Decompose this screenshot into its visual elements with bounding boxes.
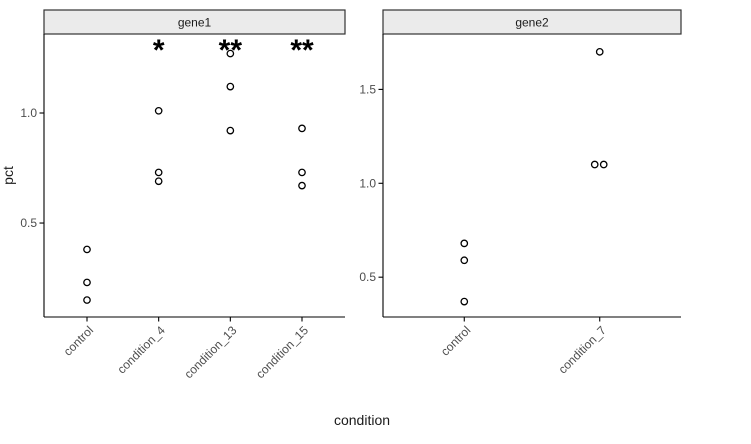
facet-strip bbox=[43, 9, 346, 35]
data-point bbox=[595, 47, 604, 56]
significance-stars: * bbox=[153, 34, 165, 67]
data-point bbox=[460, 297, 469, 306]
data-point bbox=[154, 106, 163, 115]
x-axis-title: condition bbox=[334, 412, 390, 428]
significance-stars: ** bbox=[219, 34, 243, 67]
facet-strip bbox=[382, 9, 682, 35]
y-tick-label: 1.0 bbox=[20, 106, 37, 120]
y-tick-label: 1.5 bbox=[359, 82, 376, 96]
data-point bbox=[83, 245, 91, 254]
y-tick-label: 0.5 bbox=[359, 270, 376, 284]
data-point bbox=[298, 168, 306, 177]
data-point bbox=[298, 181, 306, 190]
data-point bbox=[599, 160, 608, 169]
facet-strip-label: gene2 bbox=[515, 16, 549, 30]
x-tick-label: condition_4 bbox=[114, 323, 168, 377]
y-axis-title: pct bbox=[0, 166, 16, 185]
data-point bbox=[83, 296, 91, 304]
data-point bbox=[226, 82, 235, 91]
significance-stars: ** bbox=[290, 34, 314, 67]
x-tick-label: condition_13 bbox=[181, 323, 239, 381]
data-point bbox=[460, 239, 469, 248]
y-tick-label: 0.5 bbox=[20, 216, 37, 230]
data-point bbox=[154, 177, 163, 186]
y-tick-label: 1.0 bbox=[359, 176, 376, 190]
data-point bbox=[590, 160, 599, 169]
data-point bbox=[154, 168, 163, 177]
data-point bbox=[226, 49, 235, 58]
x-tick-label: condition_15 bbox=[253, 323, 311, 381]
x-tick-label: control bbox=[438, 323, 473, 358]
x-tick-label: control bbox=[61, 323, 96, 358]
facet-strip-label: gene1 bbox=[178, 16, 212, 30]
data-point bbox=[226, 126, 235, 135]
data-point bbox=[298, 124, 306, 133]
x-tick-label: condition_7 bbox=[556, 323, 610, 377]
data-point bbox=[460, 256, 469, 265]
data-point bbox=[83, 278, 91, 287]
